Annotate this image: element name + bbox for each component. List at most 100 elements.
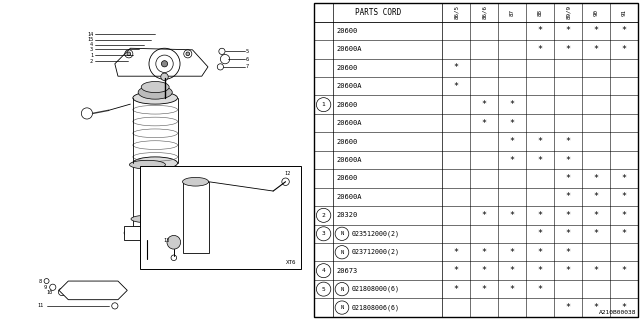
Text: 14: 14	[87, 32, 93, 37]
Text: *: *	[510, 266, 515, 275]
Text: 023512000(2): 023512000(2)	[351, 230, 399, 237]
Text: 1: 1	[322, 102, 326, 107]
Text: 7: 7	[246, 64, 249, 69]
Text: 20600: 20600	[337, 65, 358, 71]
Text: 20320: 20320	[337, 212, 358, 218]
Text: *: *	[594, 192, 599, 201]
Text: 8: 8	[39, 278, 42, 284]
Polygon shape	[59, 281, 127, 300]
Circle shape	[186, 52, 189, 56]
Text: *: *	[454, 266, 459, 275]
Text: *: *	[482, 248, 487, 257]
Text: 90: 90	[594, 9, 599, 16]
Text: *: *	[594, 266, 599, 275]
Text: 4: 4	[322, 268, 326, 273]
Text: *: *	[594, 229, 599, 238]
Text: 4: 4	[90, 42, 93, 47]
Text: 87: 87	[510, 9, 515, 16]
Text: *: *	[538, 26, 543, 36]
Text: *: *	[454, 82, 459, 91]
Text: 11: 11	[37, 303, 44, 308]
Text: *: *	[622, 174, 627, 183]
Text: *: *	[454, 63, 459, 72]
Text: *: *	[566, 137, 571, 146]
Text: *: *	[622, 192, 627, 201]
Text: 20600: 20600	[337, 28, 358, 34]
Text: 3: 3	[322, 231, 326, 236]
Text: *: *	[594, 174, 599, 183]
Text: 86/6: 86/6	[482, 5, 487, 20]
Text: *: *	[510, 284, 515, 294]
Text: 023712000(2): 023712000(2)	[351, 249, 399, 255]
Text: *: *	[622, 211, 627, 220]
Text: 12: 12	[284, 172, 291, 176]
Text: *: *	[594, 26, 599, 36]
Circle shape	[161, 73, 168, 81]
Text: *: *	[594, 211, 599, 220]
Text: *: *	[510, 119, 515, 128]
Text: *: *	[566, 26, 571, 36]
Circle shape	[127, 52, 131, 56]
Text: 20600: 20600	[337, 175, 358, 181]
Text: *: *	[538, 229, 543, 238]
Text: *: *	[622, 229, 627, 238]
Text: *: *	[566, 45, 571, 54]
Ellipse shape	[124, 226, 171, 240]
Text: PARTS CORD: PARTS CORD	[355, 8, 401, 17]
Circle shape	[161, 61, 168, 67]
Text: *: *	[622, 266, 627, 275]
Text: 86/5: 86/5	[454, 5, 459, 20]
Text: 5: 5	[246, 49, 249, 54]
Bar	[140, 166, 301, 268]
Text: *: *	[538, 45, 543, 54]
Text: 88: 88	[538, 9, 543, 16]
Text: N: N	[340, 250, 344, 255]
Bar	[182, 182, 209, 253]
Text: *: *	[538, 266, 543, 275]
Text: *: *	[538, 248, 543, 257]
Text: 20600A: 20600A	[337, 46, 362, 52]
Text: 20600: 20600	[337, 139, 358, 145]
Text: 91: 91	[622, 9, 627, 16]
Text: *: *	[622, 45, 627, 54]
Text: 9: 9	[44, 285, 47, 290]
Text: 10: 10	[47, 290, 52, 295]
Text: *: *	[510, 137, 515, 146]
Text: *: *	[482, 119, 487, 128]
Text: *: *	[622, 26, 627, 36]
Text: N: N	[340, 231, 344, 236]
Text: 021808000(6): 021808000(6)	[351, 286, 399, 292]
Text: *: *	[566, 192, 571, 201]
Ellipse shape	[131, 215, 164, 223]
Text: *: *	[482, 211, 487, 220]
Text: 89/9: 89/9	[566, 5, 571, 20]
Text: *: *	[454, 284, 459, 294]
Text: *: *	[594, 303, 599, 312]
Text: 20600A: 20600A	[337, 194, 362, 200]
Polygon shape	[115, 48, 208, 76]
Text: *: *	[510, 100, 515, 109]
Text: *: *	[482, 284, 487, 294]
Text: *: *	[566, 174, 571, 183]
Text: 20600A: 20600A	[337, 157, 362, 163]
Ellipse shape	[138, 85, 172, 99]
Text: *: *	[482, 100, 487, 109]
Text: XT6: XT6	[286, 260, 296, 265]
Text: *: *	[538, 211, 543, 220]
Text: 20600A: 20600A	[337, 83, 362, 89]
Text: *: *	[566, 248, 571, 257]
Text: 3: 3	[90, 47, 93, 52]
Text: 13: 13	[163, 238, 169, 243]
Text: *: *	[510, 248, 515, 257]
Text: *: *	[538, 137, 543, 146]
Text: *: *	[622, 303, 627, 312]
Text: 2: 2	[90, 59, 93, 64]
Text: *: *	[566, 211, 571, 220]
Text: *: *	[566, 156, 571, 164]
Bar	[124, 226, 171, 240]
Text: N: N	[340, 305, 344, 310]
Text: *: *	[594, 45, 599, 54]
Text: *: *	[566, 229, 571, 238]
Ellipse shape	[141, 82, 169, 93]
Text: 6: 6	[246, 57, 249, 62]
